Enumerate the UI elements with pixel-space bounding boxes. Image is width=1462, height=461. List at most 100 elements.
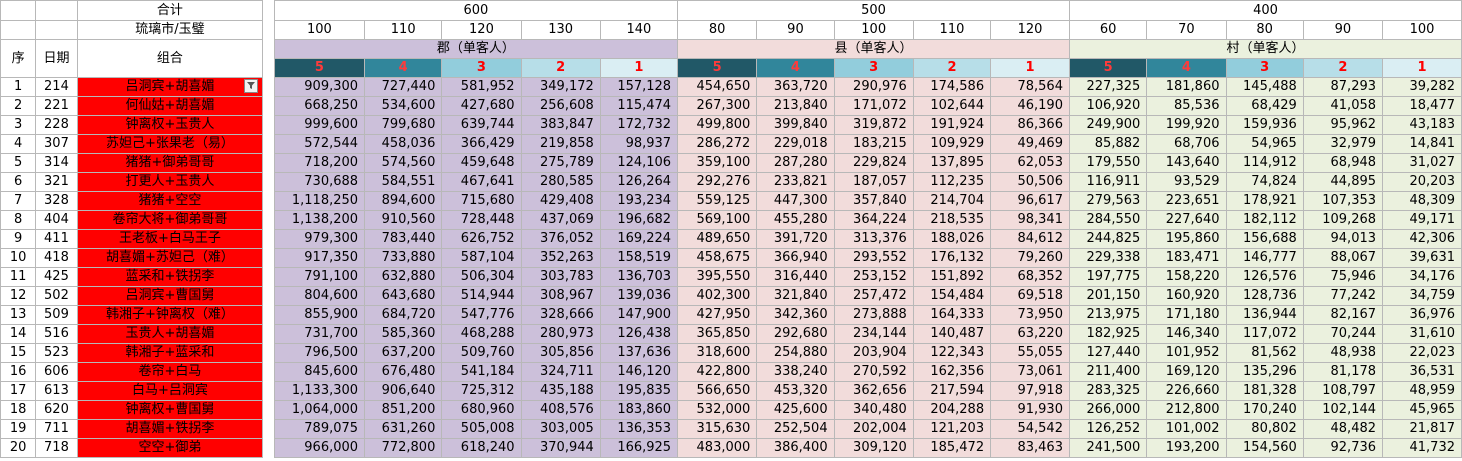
column-value-header[interactable]: 80 xyxy=(1225,20,1304,40)
value-cell[interactable]: 179,550 xyxy=(1068,153,1148,173)
value-cell[interactable]: 318,600 xyxy=(677,343,758,363)
value-cell[interactable]: 143,640 xyxy=(1146,153,1227,173)
value-cell[interactable]: 181,860 xyxy=(1146,77,1227,97)
tier-header[interactable]: 县（单客人） xyxy=(677,39,1070,59)
value-cell[interactable]: 114,912 xyxy=(1225,153,1304,173)
value-cell[interactable]: 80,802 xyxy=(1225,419,1304,439)
value-cell[interactable]: 154,560 xyxy=(1225,438,1304,458)
date-cell[interactable]: 411 xyxy=(35,229,78,249)
value-cell[interactable]: 48,309 xyxy=(1382,191,1462,211)
value-cell[interactable]: 286,272 xyxy=(677,134,758,154)
value-cell[interactable]: 139,036 xyxy=(599,286,679,306)
value-cell[interactable]: 229,338 xyxy=(1068,248,1148,268)
value-cell[interactable]: 46,190 xyxy=(990,96,1070,116)
value-cell[interactable]: 566,650 xyxy=(677,381,758,401)
value-cell[interactable]: 172,732 xyxy=(599,115,679,135)
value-cell[interactable]: 42,306 xyxy=(1382,229,1462,249)
combo-cell[interactable]: 吕洞宾+曹国舅 xyxy=(76,286,264,306)
value-cell[interactable]: 151,892 xyxy=(912,267,992,287)
value-cell[interactable]: 34,176 xyxy=(1382,267,1462,287)
value-cell[interactable]: 69,518 xyxy=(990,286,1070,306)
value-cell[interactable]: 160,920 xyxy=(1146,286,1227,306)
value-cell[interactable]: 280,585 xyxy=(520,172,601,192)
date-cell[interactable]: 228 xyxy=(35,115,78,135)
value-cell[interactable]: 292,276 xyxy=(677,172,758,192)
date-cell[interactable]: 425 xyxy=(35,267,78,287)
level-header[interactable]: 4 xyxy=(364,58,443,78)
value-cell[interactable]: 127,440 xyxy=(1068,343,1148,363)
combo-cell[interactable]: 卷帘+白马 xyxy=(76,362,264,382)
blank-cell[interactable] xyxy=(35,20,78,40)
value-cell[interactable]: 275,789 xyxy=(520,153,601,173)
value-cell[interactable]: 44,895 xyxy=(1302,172,1384,192)
level-header[interactable]: 3 xyxy=(1225,58,1304,78)
tier-header[interactable]: 村（单客人） xyxy=(1068,39,1462,59)
seq-cell[interactable]: 5 xyxy=(0,153,37,173)
seq-cell[interactable]: 4 xyxy=(0,134,37,154)
value-cell[interactable]: 256,608 xyxy=(520,96,601,116)
value-cell[interactable]: 126,264 xyxy=(599,172,679,192)
value-cell[interactable]: 364,224 xyxy=(833,210,914,230)
value-cell[interactable]: 319,872 xyxy=(833,115,914,135)
value-cell[interactable]: 49,171 xyxy=(1382,210,1462,230)
group-amount-header[interactable]: 600 xyxy=(273,0,679,21)
value-cell[interactable]: 169,120 xyxy=(1146,362,1227,382)
value-cell[interactable]: 201,150 xyxy=(1068,286,1148,306)
value-cell[interactable]: 41,058 xyxy=(1302,96,1384,116)
value-cell[interactable]: 54,542 xyxy=(990,419,1070,439)
value-cell[interactable]: 303,783 xyxy=(520,267,601,287)
value-cell[interactable]: 715,680 xyxy=(441,191,522,211)
value-cell[interactable]: 454,650 xyxy=(677,77,758,97)
value-cell[interactable]: 106,920 xyxy=(1068,96,1148,116)
combo-cell[interactable]: 韩湘子+钟离权（难） xyxy=(76,305,264,325)
value-cell[interactable]: 422,800 xyxy=(677,362,758,382)
value-cell[interactable]: 176,132 xyxy=(912,248,992,268)
value-cell[interactable]: 109,268 xyxy=(1302,210,1384,230)
level-header[interactable]: 1 xyxy=(1382,58,1462,78)
value-cell[interactable]: 229,018 xyxy=(756,134,835,154)
level-header[interactable]: 5 xyxy=(677,58,758,78)
date-cell[interactable]: 711 xyxy=(35,419,78,439)
value-cell[interactable]: 55,055 xyxy=(990,343,1070,363)
value-cell[interactable]: 845,600 xyxy=(273,362,366,382)
value-cell[interactable]: 181,328 xyxy=(1225,381,1304,401)
value-cell[interactable]: 86,366 xyxy=(990,115,1070,135)
value-cell[interactable]: 85,536 xyxy=(1146,96,1227,116)
combo-cell[interactable]: 卷帘大将+御弟哥哥 xyxy=(76,210,264,230)
value-cell[interactable]: 75,946 xyxy=(1302,267,1384,287)
seq-cell[interactable]: 2 xyxy=(0,96,37,116)
value-cell[interactable]: 108,797 xyxy=(1302,381,1384,401)
value-cell[interactable]: 581,952 xyxy=(441,77,522,97)
value-cell[interactable]: 643,680 xyxy=(364,286,443,306)
value-cell[interactable]: 217,594 xyxy=(912,381,992,401)
column-value-header[interactable]: 110 xyxy=(912,20,992,40)
value-cell[interactable]: 68,352 xyxy=(990,267,1070,287)
value-cell[interactable]: 147,900 xyxy=(599,305,679,325)
value-cell[interactable]: 102,144 xyxy=(1302,400,1384,420)
value-cell[interactable]: 94,013 xyxy=(1302,229,1384,249)
value-cell[interactable]: 68,429 xyxy=(1225,96,1304,116)
value-cell[interactable]: 979,300 xyxy=(273,229,366,249)
value-cell[interactable]: 62,053 xyxy=(990,153,1070,173)
value-cell[interactable]: 459,648 xyxy=(441,153,522,173)
value-cell[interactable]: 183,860 xyxy=(599,400,679,420)
value-cell[interactable]: 193,200 xyxy=(1146,438,1227,458)
value-cell[interactable]: 467,641 xyxy=(441,172,522,192)
value-cell[interactable]: 999,600 xyxy=(273,115,366,135)
value-cell[interactable]: 855,900 xyxy=(273,305,366,325)
value-cell[interactable]: 668,250 xyxy=(273,96,366,116)
value-cell[interactable]: 252,504 xyxy=(756,419,835,439)
value-cell[interactable]: 41,732 xyxy=(1382,438,1462,458)
value-cell[interactable]: 196,682 xyxy=(599,210,679,230)
value-cell[interactable]: 632,880 xyxy=(364,267,443,287)
value-cell[interactable]: 137,636 xyxy=(599,343,679,363)
value-cell[interactable]: 50,506 xyxy=(990,172,1070,192)
value-cell[interactable]: 725,312 xyxy=(441,381,522,401)
seq-cell[interactable]: 16 xyxy=(0,362,37,382)
value-cell[interactable]: 505,008 xyxy=(441,419,522,439)
value-cell[interactable]: 107,353 xyxy=(1302,191,1384,211)
value-cell[interactable]: 489,650 xyxy=(677,229,758,249)
value-cell[interactable]: 98,341 xyxy=(990,210,1070,230)
value-cell[interactable]: 789,075 xyxy=(273,419,366,439)
value-cell[interactable]: 185,472 xyxy=(912,438,992,458)
